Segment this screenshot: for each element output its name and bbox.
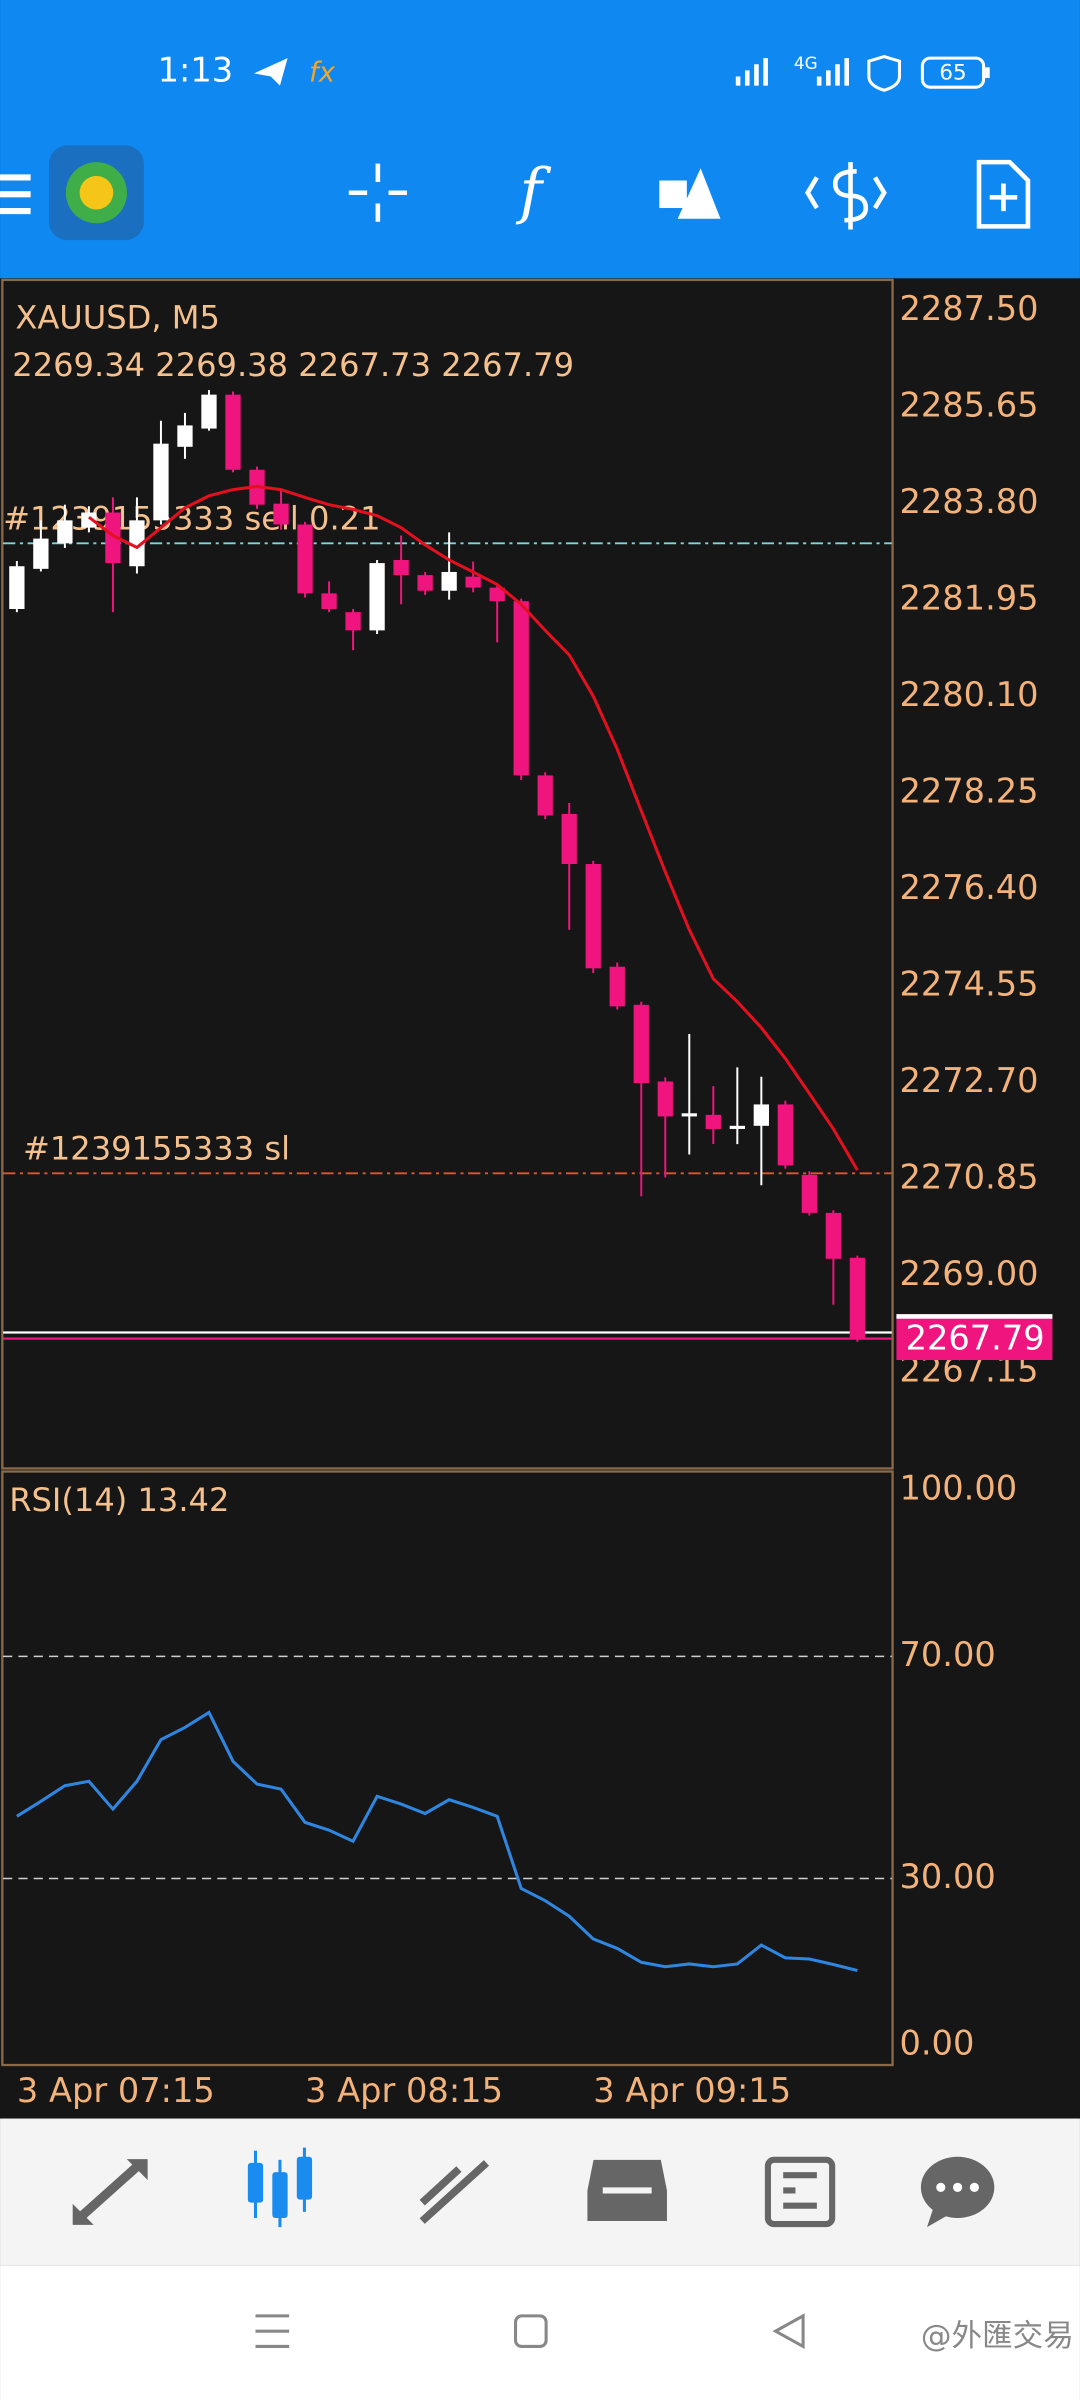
battery-level: 65 — [939, 60, 966, 85]
candle-body — [129, 520, 145, 567]
candle-body — [753, 1104, 769, 1126]
rsi-tick-label: 0.00 — [899, 2024, 974, 2063]
trade-tab[interactable] — [419, 2160, 490, 2224]
candle-body — [345, 612, 361, 631]
ohlc-label: 2269.34 2269.38 2267.73 2267.79 — [12, 346, 574, 384]
crosshair-button[interactable] — [348, 163, 407, 222]
history-tab[interactable] — [587, 2159, 667, 2222]
rsi-tick-label: 70.00 — [899, 1635, 995, 1674]
candle-body — [33, 538, 49, 569]
price-tick-label: 2270.85 — [899, 1158, 1038, 1197]
candle-body — [777, 1104, 794, 1166]
candle-body — [513, 601, 529, 776]
price-tick-label: 2278.25 — [899, 772, 1038, 811]
news-tab[interactable] — [764, 2156, 836, 2228]
quotes-tab[interactable] — [72, 2159, 148, 2225]
time-label: 3 Apr 08:15 — [305, 2071, 503, 2110]
symbol-label: XAUUSD, M5 — [15, 299, 220, 337]
app-header — [0, 0, 1080, 279]
price-tick-label: 2283.80 — [899, 482, 1038, 521]
candle-body — [321, 593, 337, 609]
price-tick-label: 2269.00 — [899, 1254, 1038, 1293]
candle-body — [537, 775, 553, 816]
system-buttons[interactable] — [255, 2313, 805, 2350]
candle-body — [57, 520, 73, 544]
signal-icons — [735, 58, 849, 86]
candle-body — [369, 563, 385, 631]
candle-body — [273, 503, 289, 525]
price-tick-label: 2276.40 — [899, 868, 1038, 907]
time-label: 3 Apr 09:15 — [593, 2071, 791, 2110]
app-logo[interactable] — [48, 145, 144, 241]
rsi-tick-label: 30.00 — [899, 1857, 995, 1896]
candle-body — [561, 813, 577, 865]
price-tick-label: 2274.55 — [899, 965, 1038, 1004]
candle-body — [417, 575, 433, 591]
candle-body — [105, 512, 121, 564]
candle-body — [81, 512, 97, 528]
candle-body — [825, 1212, 842, 1259]
chart-area — [0, 278, 1080, 2119]
candle-body — [297, 524, 313, 594]
price-tick-label: 2280.10 — [899, 675, 1038, 714]
trade-button[interactable] — [805, 162, 887, 230]
candle-body — [153, 443, 169, 521]
network-type: 4G — [794, 53, 818, 73]
price-tick-label: 2281.95 — [899, 579, 1038, 618]
rsi-tick-label: 100.00 — [899, 1468, 1017, 1507]
candle-body — [585, 864, 601, 969]
price-tag — [896, 1317, 1053, 1361]
candle-body — [729, 1125, 745, 1129]
candle-body — [201, 394, 217, 429]
current-price-label: 2267.79 — [906, 1319, 1045, 1358]
fx-icon: fx — [309, 56, 336, 88]
candle-body — [609, 966, 625, 1007]
price-tag-top — [896, 1314, 1053, 1319]
candle-body — [801, 1174, 818, 1213]
new-order-button[interactable] — [976, 159, 1031, 229]
rsi-panel-frame — [1, 1470, 894, 2067]
candle-body — [465, 576, 481, 588]
candle-body — [177, 425, 193, 447]
shield-icon — [867, 54, 901, 92]
candle-body — [9, 566, 25, 609]
candle-body — [393, 559, 409, 576]
battery-icon — [920, 56, 986, 89]
watermark: @外匯交易 — [921, 2319, 1074, 2354]
price-tick-label: 2285.65 — [899, 386, 1038, 425]
chat-tab[interactable] — [920, 2156, 995, 2228]
battery-tip — [985, 67, 990, 79]
rsi-line — [16, 1710, 858, 1973]
order-label: #1239155333 sl — [23, 1129, 290, 1167]
candle-body — [633, 1004, 649, 1084]
candle-body — [657, 1081, 673, 1117]
candle-body — [705, 1114, 721, 1129]
bottom-nav — [0, 2118, 1080, 2266]
system-nav — [0, 2265, 1080, 2400]
objects-button[interactable] — [659, 168, 721, 219]
clock: 1:13 — [158, 50, 234, 89]
candle-body — [225, 394, 241, 470]
time-label: 3 Apr 07:15 — [17, 2071, 215, 2110]
candle-body — [441, 571, 457, 591]
moving-average — [87, 484, 859, 1171]
chart-tab[interactable] — [247, 2147, 313, 2228]
candle-body — [849, 1257, 866, 1339]
rsi-label: RSI(14) 13.42 — [9, 1481, 229, 1519]
menu-button[interactable] — [0, 174, 31, 215]
price-tick-label: 2272.70 — [899, 1061, 1038, 1100]
price-panel-frame — [1, 278, 894, 1470]
price-tick-label: 2287.50 — [899, 289, 1038, 328]
price-plot: 2287.50 2285.65 2283.80 2281.95 2280.10 2278.… — [3, 289, 1053, 2110]
candle-body — [489, 587, 505, 602]
telegram-icon — [253, 58, 288, 86]
candle-body — [681, 1113, 697, 1117]
